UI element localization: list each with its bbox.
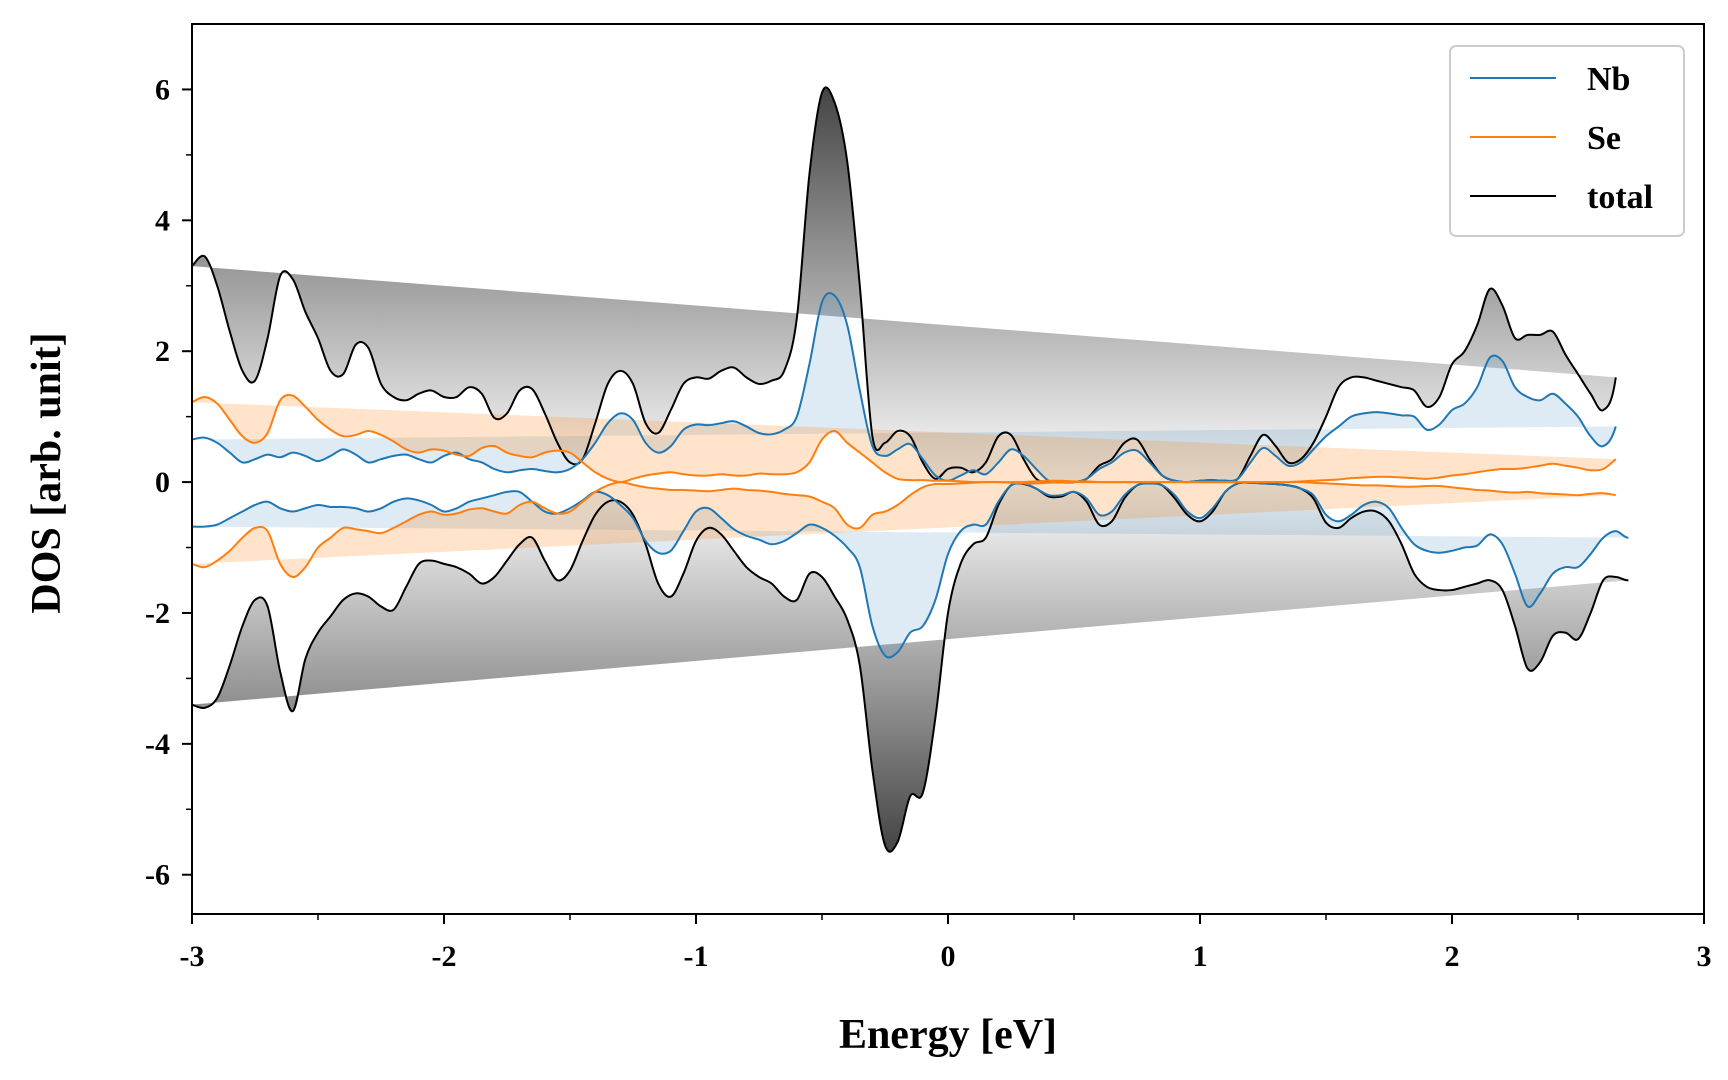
series-lines (192, 86, 1629, 853)
line-nb-down (192, 481, 1629, 659)
plot-frame (191, 23, 1705, 915)
axis-ticks: -3 -2 -1 0 1 2 3 -6 -4 -2 0 2 4 6 (145, 73, 1712, 973)
y-tick-label: 0 (155, 466, 170, 499)
fill-total-up (192, 87, 1616, 483)
x-tick-label: 0 (941, 940, 956, 973)
area-fills (192, 87, 1629, 852)
x-tick-label: 3 (1697, 940, 1712, 973)
fill-nb-down (192, 482, 1629, 658)
fill-se-up (192, 395, 1616, 483)
legend-box (1449, 45, 1685, 237)
x-tick-label: 1 (1193, 940, 1208, 973)
legend: Nb Se total (1449, 45, 1685, 237)
y-tick-label: 2 (155, 335, 170, 368)
line-total-down (192, 481, 1629, 853)
fill-total-down (192, 482, 1629, 852)
y-axis-title: DOS [arb. unit] (24, 332, 70, 613)
y-tick-label: 6 (155, 73, 170, 106)
x-tick-label: -1 (684, 940, 709, 973)
y-tick-label: -2 (145, 597, 170, 630)
x-tick-label: -3 (180, 940, 205, 973)
legend-label-total: total (1587, 179, 1653, 216)
line-nb-up (192, 291, 1617, 484)
legend-label-nb: Nb (1587, 61, 1630, 98)
fill-nb-up (192, 292, 1616, 483)
x-tick-label: 2 (1445, 940, 1460, 973)
x-tick-label: -2 (432, 940, 457, 973)
legend-label-se: Se (1587, 120, 1621, 157)
y-tick-label: 4 (155, 204, 170, 237)
line-total-up (192, 86, 1617, 484)
fill-se-down (192, 482, 1616, 578)
y-tick-label: -4 (145, 728, 170, 761)
x-axis-title: Energy [eV] (839, 1012, 1057, 1058)
line-se-up (192, 394, 1617, 484)
line-se-down (192, 481, 1617, 578)
y-tick-label: -6 (145, 859, 170, 892)
